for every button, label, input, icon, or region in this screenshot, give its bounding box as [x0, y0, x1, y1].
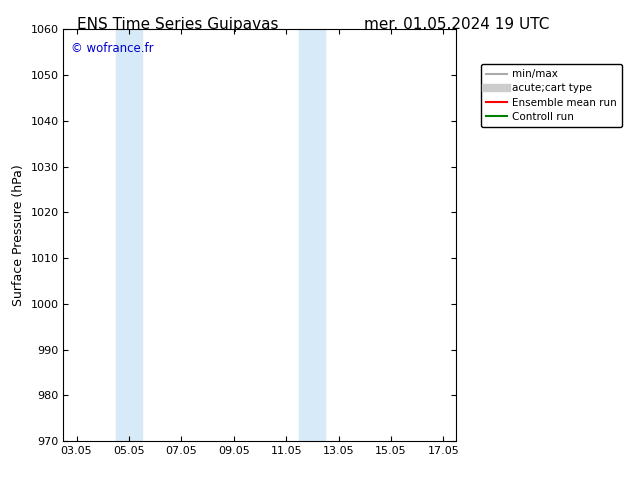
Bar — [299, 29, 325, 441]
Bar — [116, 29, 142, 441]
Y-axis label: Surface Pressure (hPa): Surface Pressure (hPa) — [12, 164, 25, 306]
Text: © wofrance.fr: © wofrance.fr — [71, 42, 154, 55]
Legend: min/max, acute;cart type, Ensemble mean run, Controll run: min/max, acute;cart type, Ensemble mean … — [481, 64, 623, 127]
Text: ENS Time Series Guipavas: ENS Time Series Guipavas — [77, 17, 278, 32]
Text: mer. 01.05.2024 19 UTC: mer. 01.05.2024 19 UTC — [364, 17, 549, 32]
